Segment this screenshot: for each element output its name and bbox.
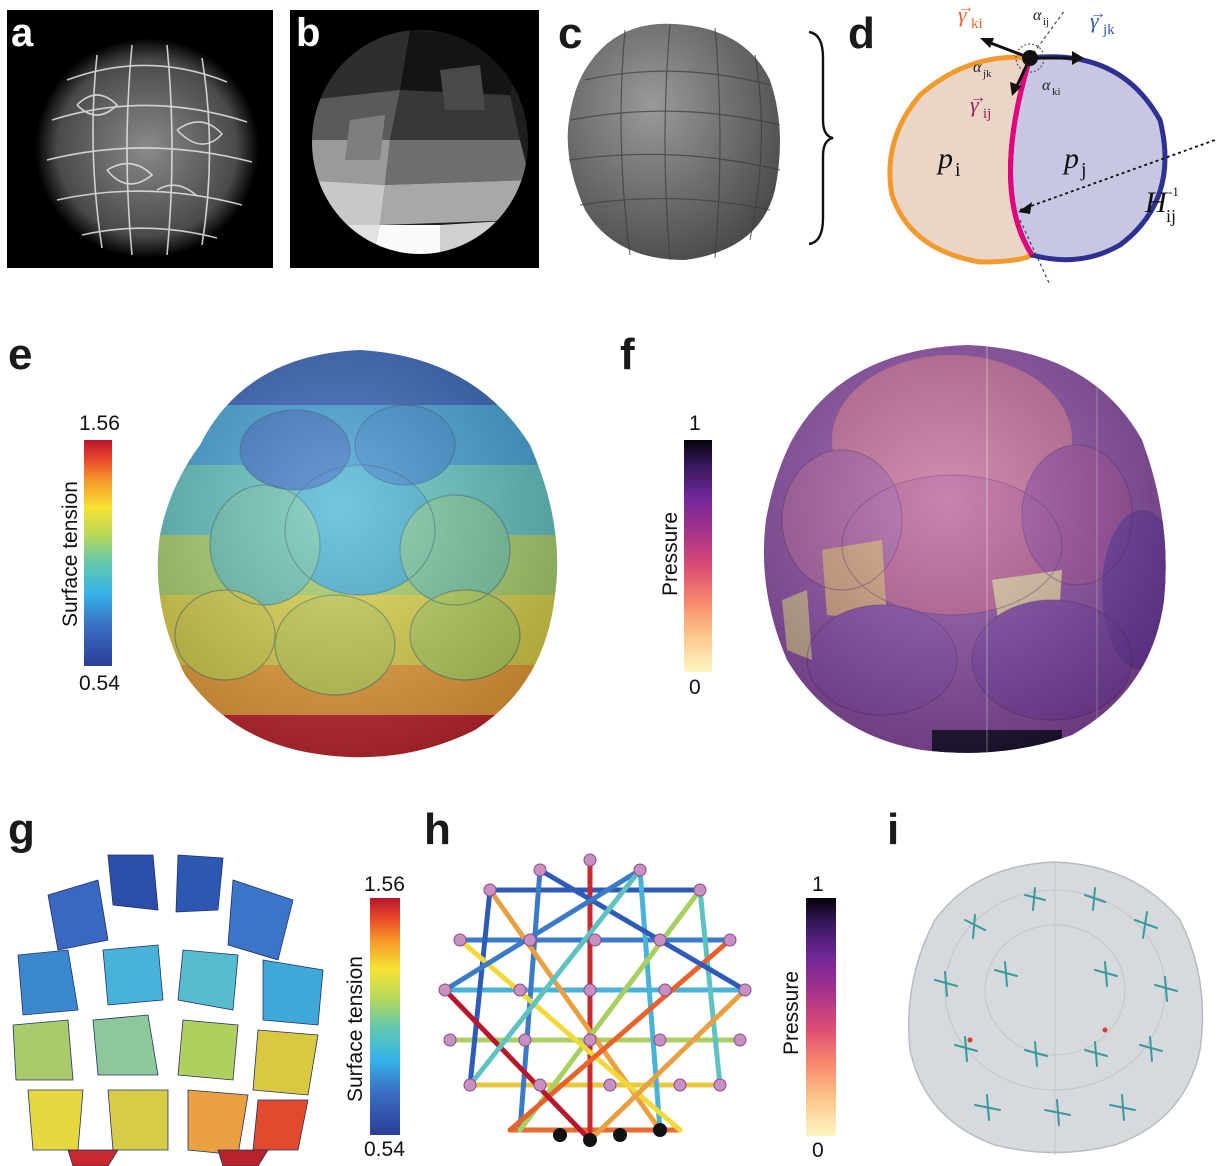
panel-e-cb-max: 1.56 xyxy=(79,412,120,435)
right-brace-icon xyxy=(808,30,834,246)
label-gamma-jk-sub: jk xyxy=(1102,22,1115,38)
panel-a: a xyxy=(7,10,273,268)
panel-c-surface-render xyxy=(567,23,781,261)
panel-g-letter: g xyxy=(8,805,35,854)
svg-text:→: → xyxy=(970,89,986,106)
svg-text:α: α xyxy=(973,59,982,76)
panel-f-cb-max: 1 xyxy=(689,412,701,435)
interface-ij xyxy=(1008,57,1035,257)
panel-h-letter: h xyxy=(424,805,451,854)
svg-text:γ: γ xyxy=(1090,8,1100,33)
panel-b: b xyxy=(290,10,539,268)
panel-f-cb-min: 0 xyxy=(689,676,701,699)
panel-h-cb-max: 1 xyxy=(812,873,824,896)
label-H-sup: -1 xyxy=(1168,184,1179,199)
label-H-sub: ij xyxy=(1166,206,1176,226)
panel-e-cb-min: 0.54 xyxy=(79,672,120,695)
svg-text:α: α xyxy=(1033,7,1042,24)
panel-f-pressure-render xyxy=(763,345,1166,753)
label-alpha-ki-sub: ki xyxy=(1052,86,1061,98)
svg-text:γ: γ xyxy=(970,92,980,117)
panel-c-letter: c xyxy=(558,9,583,58)
cell-j xyxy=(1008,54,1168,263)
svg-text:α: α xyxy=(1042,77,1051,94)
svg-text:→: → xyxy=(958,0,974,16)
panel-e-letter: e xyxy=(8,330,33,379)
panel-g-colorbar xyxy=(370,898,400,1135)
panel-h-network-render xyxy=(438,853,752,1147)
svg-text:→: → xyxy=(1090,5,1106,22)
svg-text:H: H xyxy=(1144,186,1169,219)
panel-g-colorbar-title: Surface tension xyxy=(344,956,367,1102)
panel-h-cb-min: 0 xyxy=(812,1139,824,1162)
panel-g-cb-max: 1.56 xyxy=(364,873,405,896)
panel-h-colorbar-title: Pressure xyxy=(780,970,803,1055)
svg-text:γ: γ xyxy=(958,2,968,27)
panel-i-letter: i xyxy=(887,805,900,854)
panel-h-colorbar xyxy=(806,898,836,1136)
svg-text:p: p xyxy=(936,142,953,175)
label-alpha-ij-sub: ij xyxy=(1043,16,1049,28)
panel-g-exploded-render xyxy=(12,854,324,1166)
panel-i-stress-render xyxy=(908,861,1204,1155)
panel-b-letter: b xyxy=(296,11,320,55)
label-gamma-ij-sub: ij xyxy=(983,106,991,122)
svg-text:p: p xyxy=(1062,142,1079,175)
label-p-j-sub: j xyxy=(1080,159,1087,181)
panel-d-letter: d xyxy=(848,9,875,58)
panel-d-diagram: γ → ki γ → jk γ → ij α ij α jk α ki p i … xyxy=(887,0,1216,285)
panel-e-colorbar xyxy=(84,440,112,666)
panel-f-colorbar xyxy=(684,440,712,672)
panel-g-cb-min: 0.54 xyxy=(364,1138,405,1161)
panel-e-colorbar-title: Surface tension xyxy=(59,481,82,627)
panel-a-letter: a xyxy=(11,11,34,55)
panel-f-letter: f xyxy=(620,330,635,379)
panel-e-tension-render xyxy=(157,350,558,758)
panel-f-colorbar-title: Pressure xyxy=(659,511,682,596)
label-p-i-sub: i xyxy=(955,159,961,181)
label-alpha-jk-sub: jk xyxy=(982,68,992,80)
panel-b-segmentation-image: b xyxy=(290,10,539,268)
panel-a-microscopy-image: a xyxy=(7,10,273,268)
label-gamma-ki-sub: ki xyxy=(971,16,983,32)
